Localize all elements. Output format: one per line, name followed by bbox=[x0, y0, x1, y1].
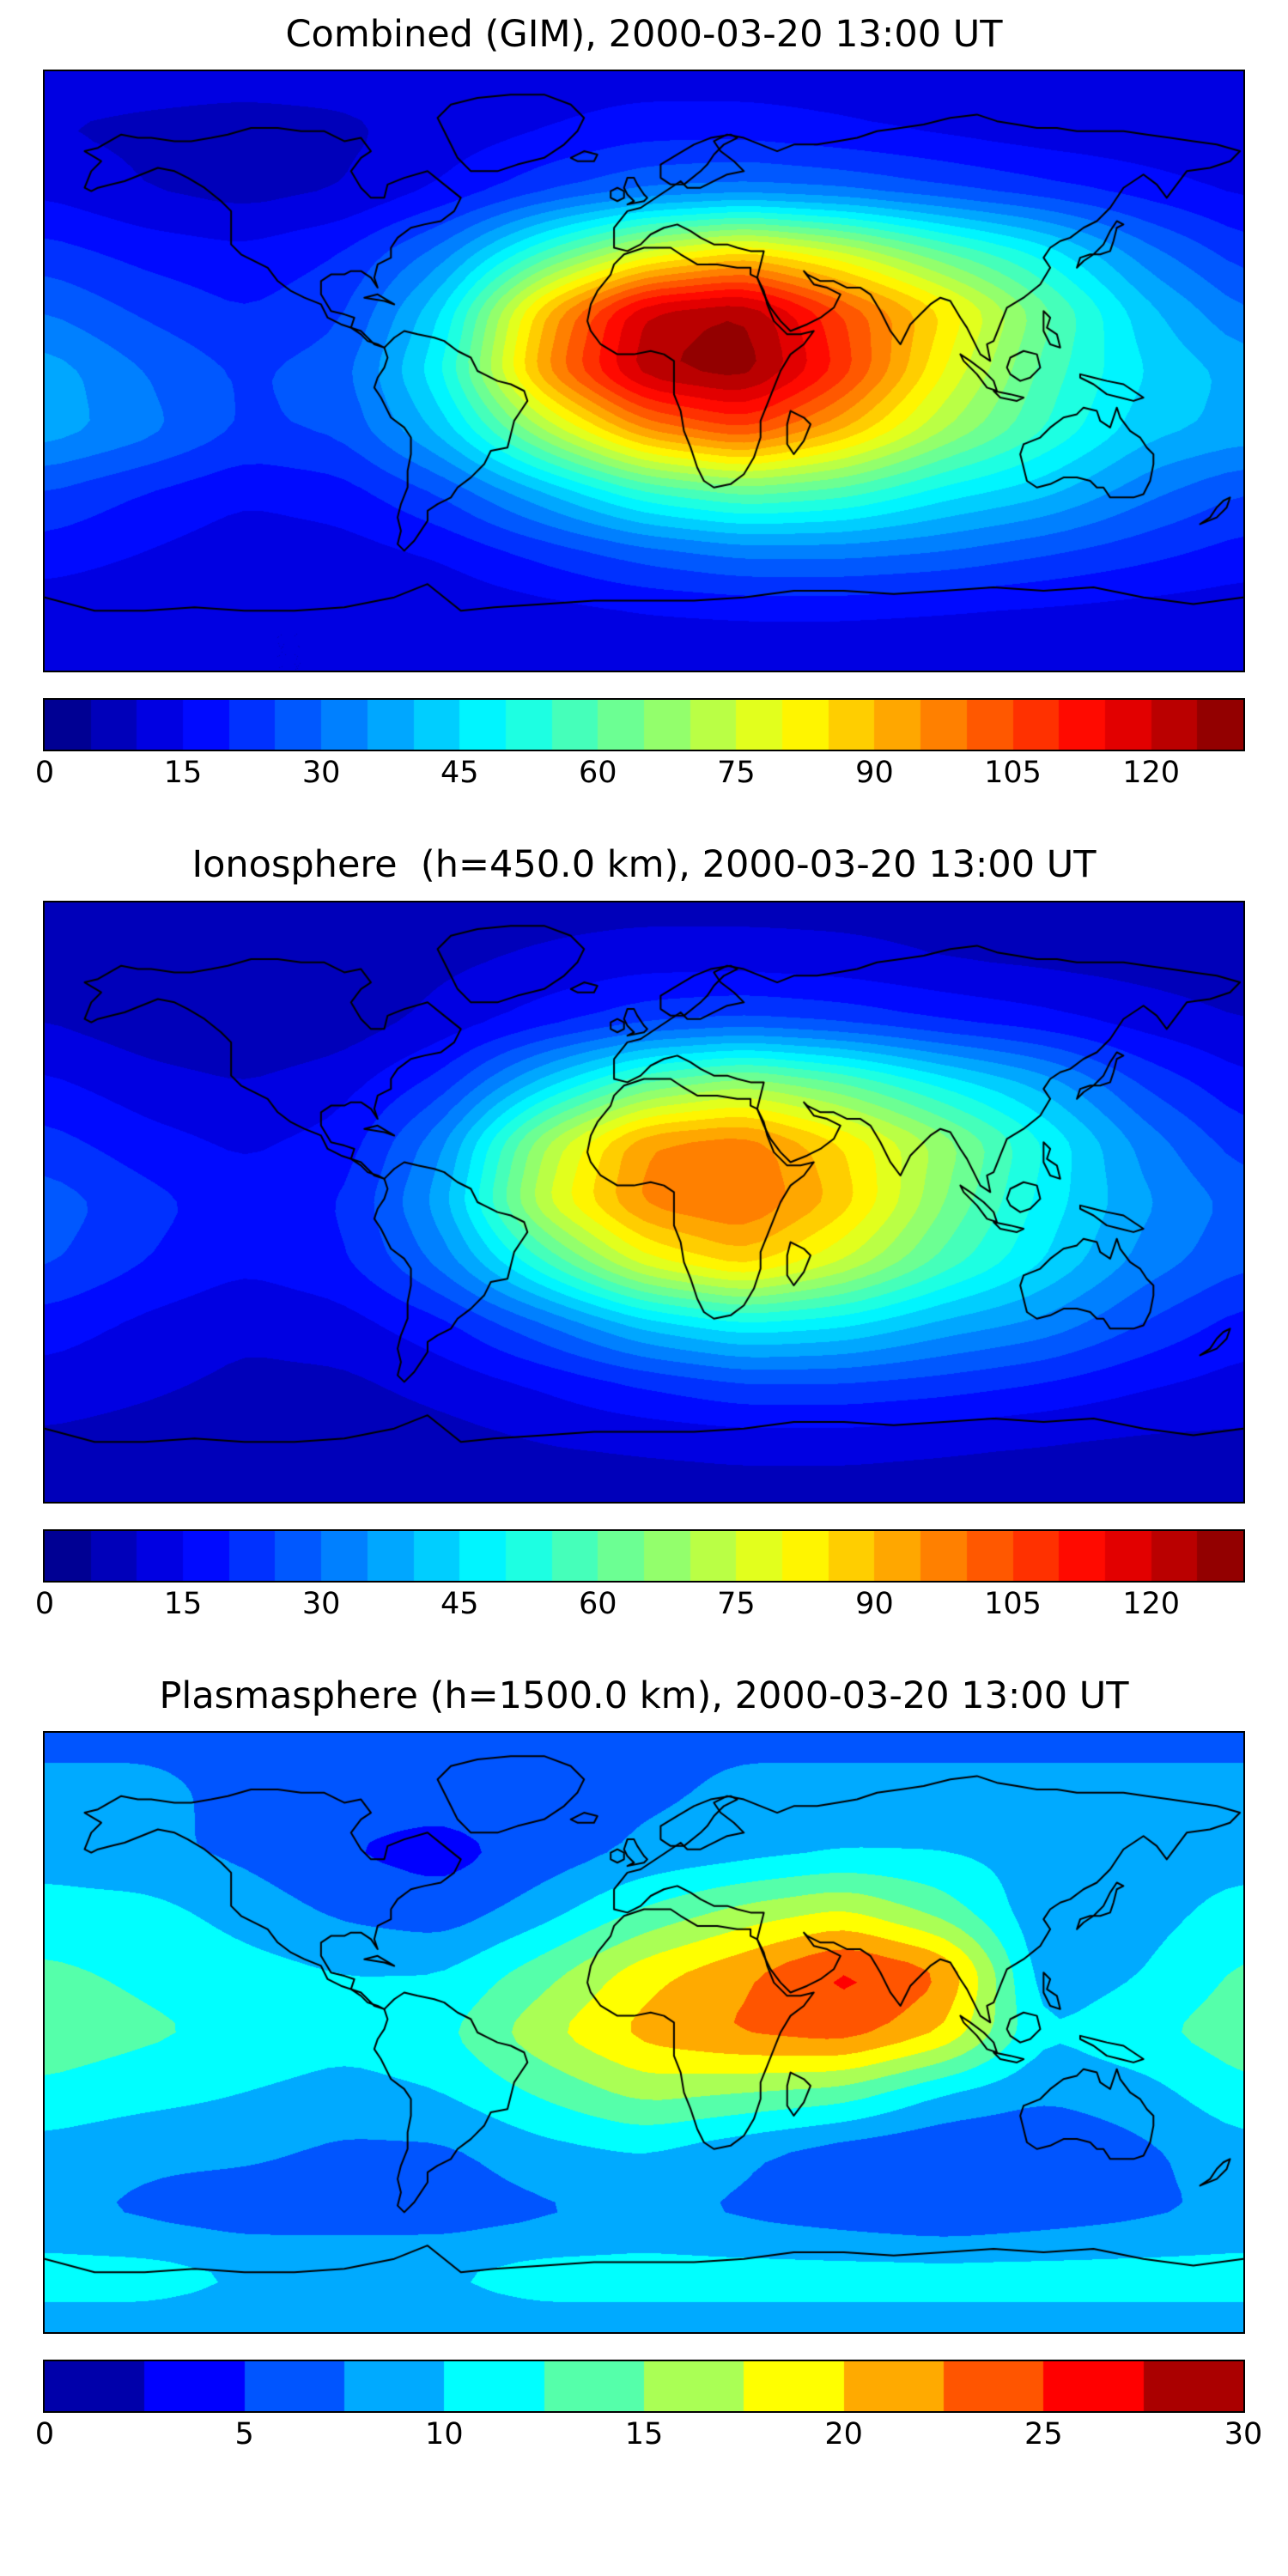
colorbar-tick-label: 20 bbox=[824, 2417, 863, 2452]
colorbar-tick-label: 105 bbox=[984, 1586, 1042, 1621]
world-tec-map-combined bbox=[45, 71, 1243, 671]
colorbar-tick-label: 60 bbox=[579, 1586, 617, 1621]
colorbar-tick-label: 75 bbox=[717, 756, 756, 791]
colorbar-combined bbox=[45, 700, 1243, 750]
colorbar-plasmasphere bbox=[45, 2361, 1243, 2412]
colorbar-tick-label: 75 bbox=[717, 1586, 756, 1621]
colorbar-tick-label: 0 bbox=[34, 1586, 55, 1621]
world-tec-map-plasmasphere bbox=[45, 1733, 1243, 2333]
colorbar-frame-ionosphere bbox=[43, 1528, 1245, 1583]
colorbar-tick-label: 30 bbox=[301, 1586, 341, 1621]
colorbar-tick-row-plasmasphere: 0 5 10 15 20 25 30 bbox=[35, 2413, 1262, 2458]
colorbar-tick-label: 45 bbox=[440, 756, 479, 791]
colorbar-tick-label: 0 bbox=[34, 2417, 55, 2452]
world-tec-map-ionosphere bbox=[45, 902, 1243, 1502]
colorbar-tick-label: 105 bbox=[984, 756, 1042, 791]
colorbar-tick-label: 120 bbox=[1122, 756, 1181, 791]
colorbar-tick-label: 45 bbox=[440, 1586, 479, 1621]
panel-title-plasmasphere: Plasmasphere (h=1500.0 km), 2000-03-20 1… bbox=[159, 1674, 1129, 1717]
colorbar-frame-combined bbox=[43, 698, 1245, 752]
map-frame-plasmasphere bbox=[43, 1731, 1245, 2335]
colorbar-tick-label: 90 bbox=[855, 1586, 894, 1621]
colorbar-tick-label: 15 bbox=[624, 2417, 664, 2452]
panel-combined-gim: Combined (GIM), 2000-03-20 13:00 UT 0 15 3… bbox=[35, 13, 1245, 796]
map-frame-ionosphere bbox=[43, 900, 1245, 1504]
colorbar-ionosphere bbox=[45, 1530, 1243, 1581]
colorbar-tick-label: 5 bbox=[234, 2417, 254, 2452]
colorbar-tick-label: 120 bbox=[1122, 1586, 1181, 1621]
panel-ionosphere-450km: Ionosphere (h=450.0 km), 2000-03-20 13:0… bbox=[35, 843, 1245, 1627]
panel-plasmasphere-1500km: Plasmasphere (h=1500.0 km), 2000-03-20 1… bbox=[35, 1674, 1262, 2458]
colorbar-tick-label: 0 bbox=[34, 756, 55, 791]
colorbar-tick-label: 30 bbox=[1224, 2417, 1263, 2452]
colorbar-tick-label: 10 bbox=[425, 2417, 464, 2452]
panel-title-combined: Combined (GIM), 2000-03-20 13:00 UT bbox=[285, 13, 1003, 56]
panel-title-ionosphere: Ionosphere (h=450.0 km), 2000-03-20 13:0… bbox=[191, 843, 1097, 887]
colorbar-tick-label: 15 bbox=[163, 756, 203, 791]
colorbar-tick-label: 90 bbox=[855, 756, 894, 791]
figure: Combined (GIM), 2000-03-20 13:00 UT 0 15 3… bbox=[35, 13, 1262, 2458]
colorbar-frame-plasmasphere bbox=[43, 2360, 1245, 2414]
map-frame-combined bbox=[43, 70, 1245, 673]
colorbar-tick-row-ionosphere: 0 15 30 45 60 75 90 105 120 bbox=[35, 1583, 1243, 1627]
colorbar-tick-label: 60 bbox=[579, 756, 617, 791]
colorbar-tick-label: 15 bbox=[163, 1586, 203, 1621]
colorbar-tick-label: 25 bbox=[1024, 2417, 1063, 2452]
colorbar-tick-row-combined: 0 15 30 45 60 75 90 105 120 bbox=[35, 751, 1243, 796]
colorbar-tick-label: 30 bbox=[301, 756, 341, 791]
